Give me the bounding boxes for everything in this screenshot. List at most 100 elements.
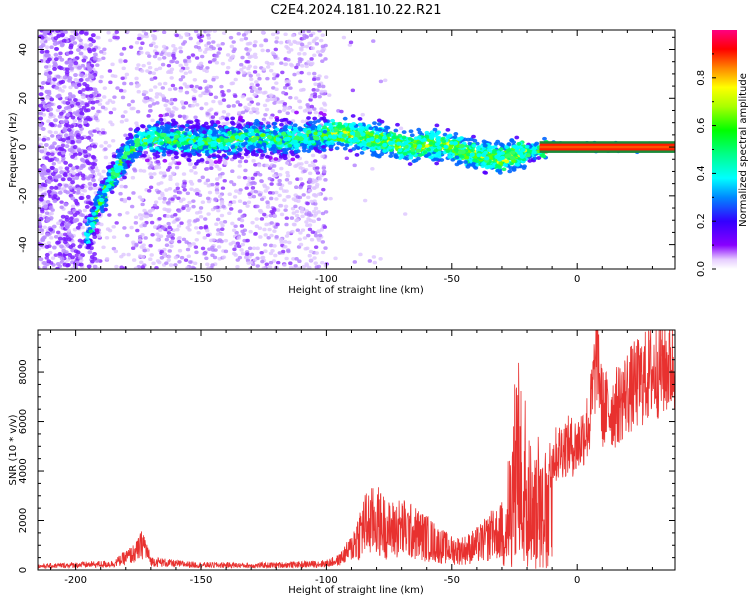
- spectrum-point: [91, 155, 97, 160]
- spectrum-point: [38, 187, 43, 192]
- spectrum-point: [70, 30, 75, 34]
- spectrum-point: [223, 238, 229, 243]
- spectrum-point: [100, 105, 106, 110]
- spectrum-point: [43, 72, 49, 77]
- spectrum-point: [193, 30, 199, 34]
- spectrum-point: [262, 103, 268, 108]
- spectrum-point: [226, 89, 231, 93]
- spectrum-point: [129, 204, 135, 209]
- spectrum-point: [198, 226, 204, 230]
- spectrum-point: [145, 69, 150, 73]
- spectrum-point: [312, 94, 318, 99]
- spectrum-point: [166, 234, 171, 239]
- spectrum-point: [51, 161, 57, 166]
- spectrum-point: [202, 79, 208, 84]
- spectrum-point: [125, 233, 130, 238]
- spectrum-point: [267, 176, 272, 181]
- spectrum-point: [264, 107, 270, 112]
- spectrum-point: [52, 77, 57, 82]
- spectrum-point: [285, 195, 290, 199]
- spectrum-point: [45, 137, 51, 141]
- spectrum-point: [170, 59, 176, 63]
- spectrum-point: [39, 40, 45, 44]
- spectrum-point: [316, 50, 321, 54]
- spectrum-point: [307, 108, 313, 113]
- spectrum-point: [398, 126, 404, 131]
- spectrum-point: [255, 83, 260, 87]
- spectrum-point: [92, 87, 98, 92]
- spectrum-point: [245, 252, 250, 256]
- spectrum-point: [59, 205, 64, 210]
- spectrum-point: [214, 54, 219, 58]
- spectrum-point: [299, 162, 304, 166]
- spectrum-point: [60, 150, 66, 155]
- spectrum-point: [148, 43, 154, 48]
- spectrum-point: [205, 262, 210, 267]
- spectrum-point: [162, 48, 167, 53]
- spectrum-point: [434, 123, 440, 128]
- spectrum-point: [342, 116, 348, 121]
- spectrum-point: [324, 75, 329, 79]
- spectrum-point: [303, 246, 308, 251]
- spectrum-point: [249, 89, 255, 94]
- spectrum-point: [206, 36, 212, 40]
- spectrum-point: [320, 49, 325, 53]
- spectrum-point: [254, 80, 259, 84]
- spectrum-point: [258, 208, 263, 213]
- spectrum-point: [206, 199, 212, 204]
- spectrum-point: [306, 195, 311, 200]
- spectrum-point: [247, 246, 253, 251]
- spectrum-point: [99, 144, 104, 148]
- spectrum-point: [268, 93, 274, 98]
- spectrum-point: [166, 231, 172, 235]
- spectrum-point: [333, 256, 338, 261]
- spectrum-point: [232, 47, 237, 52]
- spectrum-point: [294, 257, 299, 261]
- spectrum-point: [84, 83, 90, 88]
- spectrum-point: [72, 97, 78, 102]
- spectrum-point: [244, 186, 249, 190]
- spectrum-point: [141, 169, 147, 173]
- spectrum-point: [221, 204, 226, 209]
- spectrum-point: [52, 66, 57, 71]
- spectrum-point: [92, 144, 98, 149]
- spectrum-point: [88, 86, 94, 91]
- spectrum-point: [38, 111, 43, 116]
- spectrum-point: [220, 41, 225, 46]
- spectrum-point: [176, 196, 181, 201]
- spectrum-point: [129, 225, 134, 230]
- spectrum-point: [167, 165, 172, 170]
- spectrum-point: [286, 249, 291, 254]
- spectrum-point: [257, 76, 262, 81]
- spectrum-point: [130, 158, 136, 163]
- spectrum-point: [184, 90, 190, 95]
- spectrum-point: [101, 245, 106, 250]
- spectrum-point: [211, 77, 216, 82]
- spectrum-point: [241, 65, 247, 70]
- spectrum-point: [179, 100, 185, 104]
- spectrum-point: [181, 206, 186, 211]
- spectrum-point: [81, 95, 86, 100]
- spectrum-point: [168, 70, 174, 75]
- spectrum-point: [216, 239, 221, 243]
- spectrum-point: [313, 233, 319, 238]
- spectrum-point: [239, 224, 245, 228]
- spectrum-point: [189, 84, 194, 89]
- spectrum-point: [188, 260, 193, 264]
- spectrum-point: [86, 47, 92, 52]
- spectrum-point: [274, 235, 279, 239]
- spectrum-point: [285, 83, 290, 87]
- spectrum-point: [289, 216, 295, 220]
- spectrum-point: [70, 196, 76, 201]
- spectrum-point: [53, 57, 59, 62]
- spectrum-point: [307, 41, 312, 46]
- spectrum-point: [298, 105, 303, 110]
- spectrum-point: [273, 157, 279, 161]
- spectrum-point: [96, 93, 102, 97]
- spectrum-point: [290, 109, 296, 113]
- spectrum-point: [170, 171, 176, 176]
- spectrum-point: [96, 234, 102, 239]
- spectrum-point: [309, 237, 315, 242]
- spectrum-point: [263, 233, 268, 237]
- spectrum-point: [137, 254, 143, 258]
